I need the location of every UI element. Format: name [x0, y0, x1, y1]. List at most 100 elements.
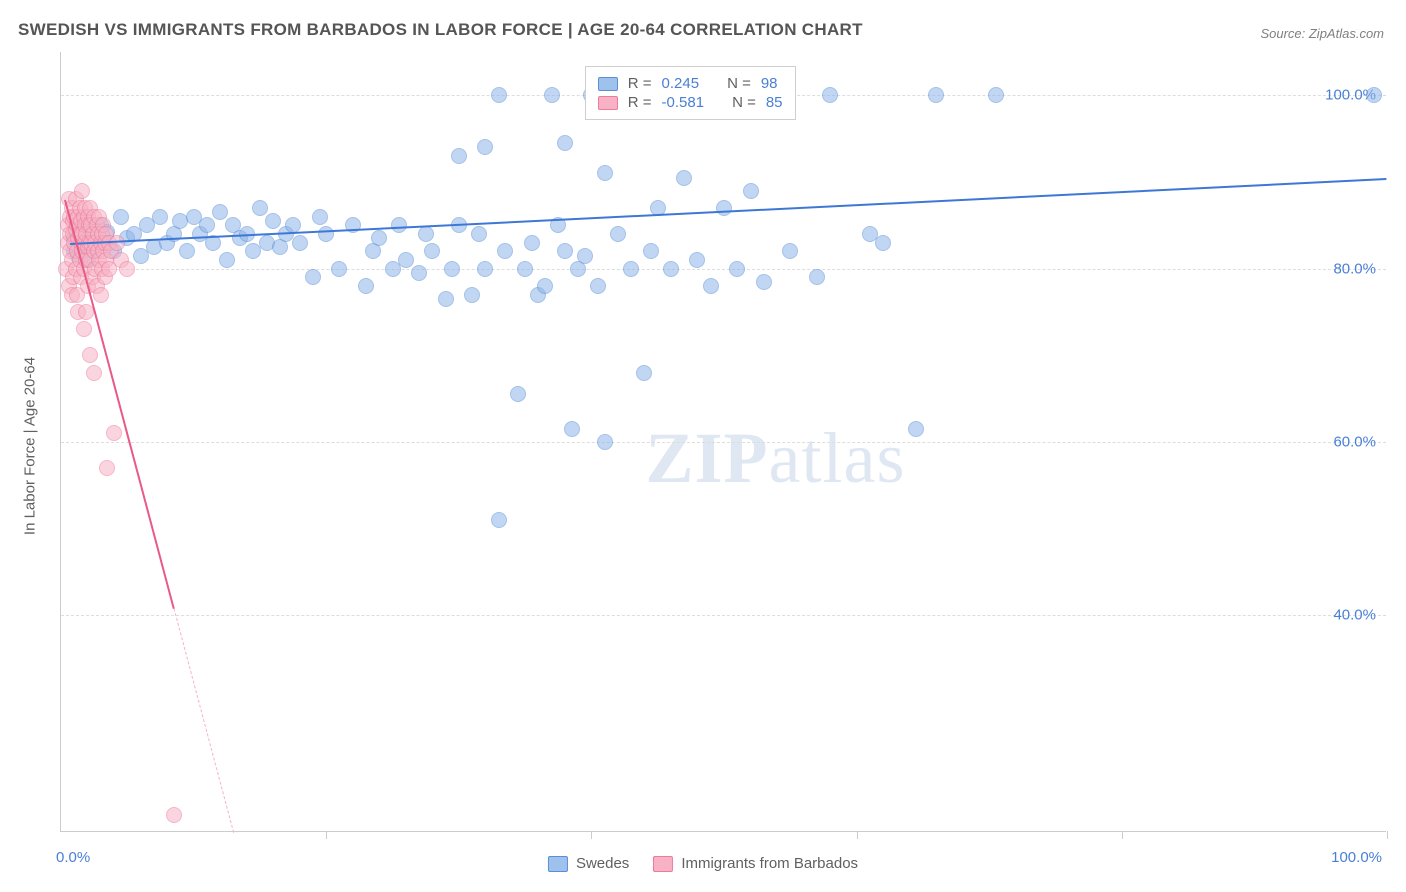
scatter-point — [106, 425, 122, 441]
scatter-point — [477, 261, 493, 277]
legend-item-barbados: Immigrants from Barbados — [653, 855, 858, 872]
stats-swatch — [598, 96, 618, 110]
scatter-point — [756, 274, 772, 290]
scatter-point — [557, 243, 573, 259]
scatter-point — [252, 200, 268, 216]
scatter-point — [517, 261, 533, 277]
r-value: -0.581 — [662, 94, 705, 111]
x-axis-max-label: 100.0% — [1331, 849, 1382, 866]
scatter-point — [643, 243, 659, 259]
scatter-point — [418, 226, 434, 242]
scatter-point — [597, 434, 613, 450]
gridline — [61, 269, 1386, 270]
scatter-point — [398, 252, 414, 268]
scatter-point — [99, 460, 115, 476]
r-label: R = — [628, 75, 652, 92]
xtick — [1122, 831, 1123, 839]
scatter-point — [411, 265, 427, 281]
gridline — [61, 615, 1386, 616]
scatter-point — [676, 170, 692, 186]
scatter-point — [908, 421, 924, 437]
scatter-point — [444, 261, 460, 277]
scatter-point — [597, 165, 613, 181]
scatter-point — [477, 139, 493, 155]
source-text: Source: ZipAtlas.com — [1260, 26, 1384, 41]
scatter-point — [623, 261, 639, 277]
scatter-point — [391, 217, 407, 233]
scatter-point — [544, 87, 560, 103]
scatter-point — [610, 226, 626, 242]
scatter-point — [491, 512, 507, 528]
scatter-point — [716, 200, 732, 216]
scatter-point — [74, 183, 90, 199]
scatter-point — [497, 243, 513, 259]
chart-title: SWEDISH VS IMMIGRANTS FROM BARBADOS IN L… — [18, 20, 863, 40]
xtick — [857, 831, 858, 839]
scatter-point — [212, 204, 228, 220]
scatter-point — [524, 235, 540, 251]
scatter-point — [491, 87, 507, 103]
scatter-point — [689, 252, 705, 268]
scatter-point — [424, 243, 440, 259]
legend: Swedes Immigrants from Barbados — [548, 855, 858, 872]
scatter-point — [86, 365, 102, 381]
scatter-point — [1366, 87, 1382, 103]
stats-row: R = -0.581 N = 85 — [598, 94, 783, 111]
scatter-point — [743, 183, 759, 199]
legend-label-barbados: Immigrants from Barbados — [681, 855, 858, 872]
scatter-point — [663, 261, 679, 277]
n-label: N = — [732, 94, 756, 111]
scatter-point — [358, 278, 374, 294]
plot-area: ZIPatlas 40.0%60.0%80.0%100.0%R =0.245N … — [60, 52, 1386, 832]
scatter-point — [179, 243, 195, 259]
scatter-point — [636, 365, 652, 381]
scatter-point — [312, 209, 328, 225]
scatter-point — [928, 87, 944, 103]
legend-item-swedes: Swedes — [548, 855, 629, 872]
scatter-point — [113, 209, 129, 225]
scatter-point — [265, 213, 281, 229]
xtick — [1387, 831, 1388, 839]
scatter-point — [988, 87, 1004, 103]
n-label: N = — [727, 75, 751, 92]
scatter-point — [875, 235, 891, 251]
scatter-point — [292, 235, 308, 251]
scatter-point — [451, 148, 467, 164]
scatter-point — [219, 252, 235, 268]
scatter-point — [93, 287, 109, 303]
scatter-point — [822, 87, 838, 103]
scatter-point — [331, 261, 347, 277]
r-label: R = — [628, 94, 652, 111]
gridline — [61, 442, 1386, 443]
ytick-label: 40.0% — [1333, 607, 1376, 624]
scatter-point — [729, 261, 745, 277]
scatter-point — [577, 248, 593, 264]
scatter-point — [318, 226, 334, 242]
trend-line — [70, 178, 1387, 245]
scatter-point — [371, 230, 387, 246]
legend-swatch-barbados — [653, 856, 673, 872]
stats-swatch — [598, 77, 618, 91]
scatter-point — [590, 278, 606, 294]
y-axis-label: In Labor Force | Age 20-64 — [22, 357, 39, 535]
scatter-point — [82, 347, 98, 363]
scatter-point — [438, 291, 454, 307]
watermark-bold: ZIP — [646, 418, 769, 498]
n-value: 85 — [766, 94, 783, 111]
scatter-point — [510, 386, 526, 402]
scatter-point — [305, 269, 321, 285]
scatter-point — [199, 217, 215, 233]
scatter-point — [809, 269, 825, 285]
scatter-point — [119, 261, 135, 277]
scatter-point — [166, 807, 182, 823]
xtick — [591, 831, 592, 839]
n-value: 98 — [761, 75, 778, 92]
scatter-point — [703, 278, 719, 294]
r-value: 0.245 — [662, 75, 700, 92]
trend-line — [173, 608, 234, 832]
scatter-point — [464, 287, 480, 303]
ytick-label: 60.0% — [1333, 434, 1376, 451]
watermark: ZIPatlas — [646, 417, 906, 500]
scatter-point — [471, 226, 487, 242]
stats-box: R = 0.245 N = 98 R = -0.581 N = 85 — [585, 66, 796, 120]
